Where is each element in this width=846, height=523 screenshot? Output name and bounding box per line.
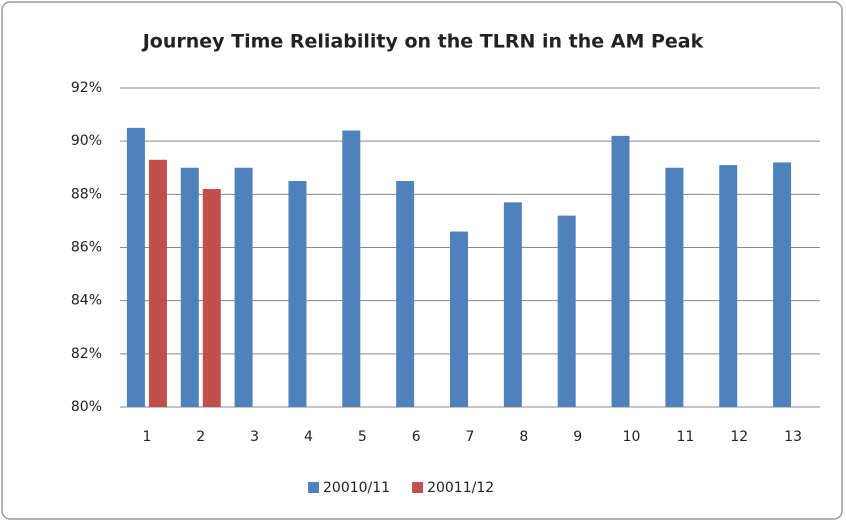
x-tick-label: 12 [730,429,748,445]
x-tick-label: 1 [142,429,151,445]
y-tick-label: 80% [71,399,102,415]
bar [611,135,630,407]
legend-swatch [412,482,424,493]
x-tick-label: 9 [573,429,582,445]
bar [234,167,253,407]
bar [202,189,221,407]
x-tick-label: 3 [250,429,259,445]
bar [148,159,167,407]
x-tick-label: 4 [304,429,313,445]
y-tick-label: 86% [71,240,102,256]
x-tick-label: 13 [784,429,802,445]
legend-label: 20011/12 [427,480,494,496]
bar [342,130,361,408]
y-tick-label: 90% [71,133,102,149]
bar [503,202,522,407]
legend-swatch [308,482,319,493]
x-tick-label: 8 [519,429,528,445]
x-tick-label: 11 [676,429,694,445]
y-tick-label: 88% [71,186,102,202]
y-tick-label: 82% [71,346,102,362]
bar [665,167,684,407]
x-tick-label: 5 [358,429,367,445]
x-tick-label: 6 [412,429,421,445]
bar [288,181,307,407]
x-tick-label: 2 [196,429,205,445]
x-tick-label: 10 [623,429,641,445]
bar [719,165,738,407]
legend-label: 20010/11 [323,480,390,496]
bar [450,231,468,407]
bar [557,215,576,407]
x-tick-label: 7 [466,429,475,445]
bar [396,181,415,407]
bar [180,167,199,407]
y-tick-label: 92% [71,80,102,96]
y-tick-label: 84% [71,293,102,309]
bar [773,162,792,407]
chart-title: Journey Time Reliability on the TLRN in … [141,31,704,53]
bar [126,127,145,407]
